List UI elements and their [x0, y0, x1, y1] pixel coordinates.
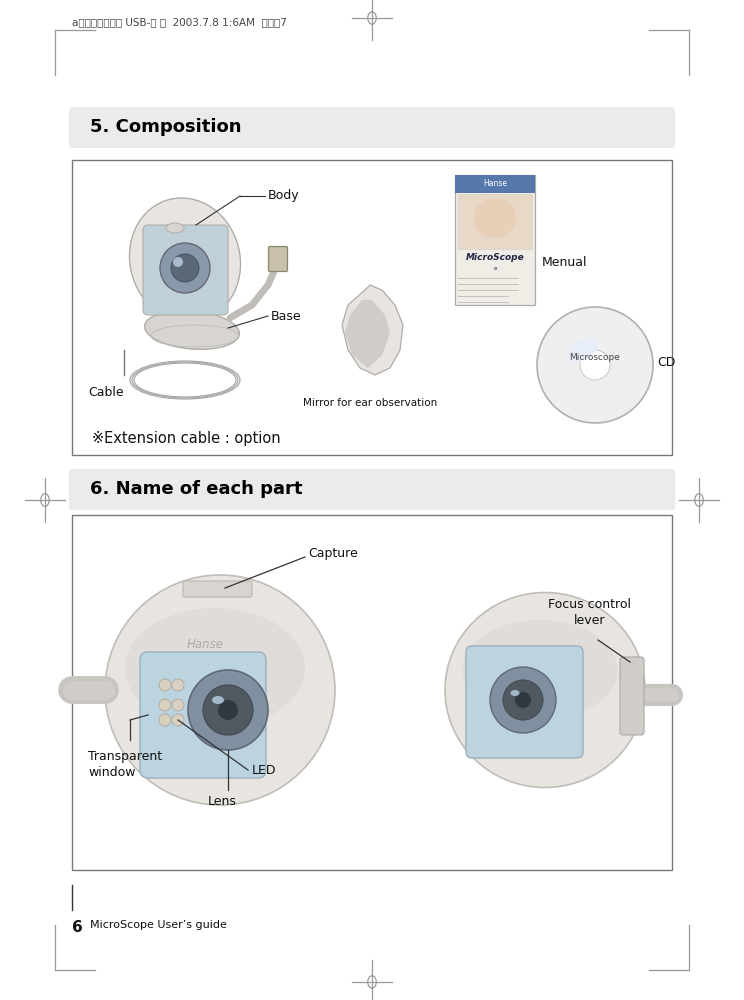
Circle shape — [159, 699, 171, 711]
FancyBboxPatch shape — [69, 107, 675, 148]
Bar — [455, 175, 535, 193]
Text: CD: CD — [657, 356, 676, 368]
Ellipse shape — [144, 311, 240, 349]
FancyBboxPatch shape — [466, 646, 583, 758]
Text: Hanse: Hanse — [187, 639, 223, 652]
Text: 5. Composition: 5. Composition — [90, 118, 242, 136]
Text: ※Extension cable : option: ※Extension cable : option — [92, 430, 280, 446]
Text: 6. Name of each part: 6. Name of each part — [90, 481, 303, 498]
Polygon shape — [345, 300, 390, 368]
Circle shape — [171, 254, 199, 282]
Ellipse shape — [166, 223, 184, 233]
Circle shape — [490, 667, 556, 733]
Circle shape — [159, 714, 171, 726]
FancyBboxPatch shape — [183, 581, 252, 597]
Text: Hanse: Hanse — [483, 180, 507, 188]
FancyBboxPatch shape — [269, 246, 287, 271]
Circle shape — [503, 680, 543, 720]
Text: Transparent
window: Transparent window — [88, 750, 162, 779]
Text: Focus control
lever: Focus control lever — [548, 598, 632, 627]
Circle shape — [218, 700, 238, 720]
FancyBboxPatch shape — [620, 657, 644, 735]
Text: Capture: Capture — [308, 546, 358, 560]
Polygon shape — [342, 285, 403, 375]
Ellipse shape — [566, 338, 598, 362]
Ellipse shape — [510, 690, 519, 696]
Text: e: e — [493, 265, 497, 270]
Circle shape — [172, 679, 184, 691]
Text: Cable: Cable — [88, 385, 124, 398]
Circle shape — [515, 692, 531, 708]
Circle shape — [159, 679, 171, 691]
Text: Lens: Lens — [208, 795, 237, 808]
Bar — [458, 194, 532, 249]
Text: Menual: Menual — [542, 255, 588, 268]
Circle shape — [537, 307, 653, 423]
FancyBboxPatch shape — [140, 652, 266, 778]
Ellipse shape — [445, 592, 645, 788]
Circle shape — [172, 699, 184, 711]
Circle shape — [188, 670, 268, 750]
Text: Microscope: Microscope — [570, 354, 620, 362]
FancyBboxPatch shape — [143, 225, 228, 315]
Circle shape — [173, 257, 183, 267]
Bar — [72, 515, 672, 870]
Bar — [455, 175, 535, 305]
Bar — [72, 160, 672, 455]
Ellipse shape — [212, 696, 224, 704]
Text: a마이크로스코프 USB-영 문  2003.7.8 1:6AM  페이지7: a마이크로스코프 USB-영 문 2003.7.8 1:6AM 페이지7 — [72, 17, 287, 27]
Ellipse shape — [129, 198, 240, 322]
Circle shape — [160, 243, 210, 293]
Text: Mirror for ear observation: Mirror for ear observation — [303, 398, 437, 408]
FancyBboxPatch shape — [69, 469, 675, 510]
Ellipse shape — [474, 198, 516, 238]
Ellipse shape — [125, 608, 305, 728]
Text: Body: Body — [268, 190, 300, 202]
Ellipse shape — [105, 575, 335, 805]
Text: Hanse: Hanse — [522, 645, 557, 655]
Circle shape — [172, 714, 184, 726]
Text: LED: LED — [252, 764, 277, 776]
Circle shape — [580, 350, 610, 380]
Circle shape — [203, 685, 253, 735]
Ellipse shape — [463, 620, 618, 720]
Text: 6: 6 — [72, 920, 83, 935]
Text: MicroScope: MicroScope — [466, 253, 525, 262]
Text: Base: Base — [271, 310, 301, 322]
Text: MicroScope User’s guide: MicroScope User’s guide — [90, 920, 227, 930]
